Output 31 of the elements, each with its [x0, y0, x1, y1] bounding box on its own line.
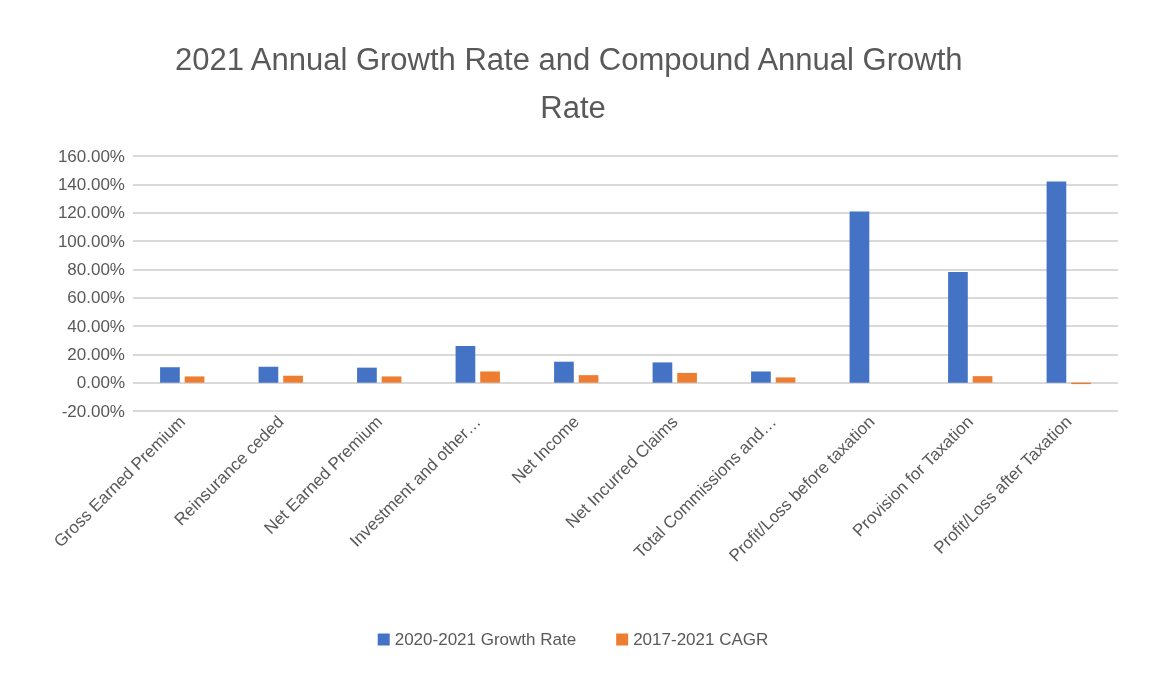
- legend-label: 2017-2021 CAGR: [633, 630, 769, 649]
- bar: [357, 367, 377, 383]
- y-tick-label: 40.00%: [67, 316, 125, 336]
- bar: [480, 371, 500, 383]
- bar: [849, 211, 870, 383]
- y-tick-label: 140.00%: [57, 174, 125, 194]
- bar: [972, 376, 993, 383]
- bar: [578, 375, 599, 383]
- y-tick-label: -20.00%: [61, 401, 125, 421]
- bar: [652, 362, 673, 383]
- bar: [751, 371, 771, 383]
- bar: [283, 375, 303, 383]
- y-tick-label: 20.00%: [67, 344, 125, 364]
- bar: [184, 376, 205, 383]
- legend-label: 2020-2021 Growth Rate: [394, 630, 577, 649]
- bar: [381, 376, 402, 383]
- bar: [677, 372, 697, 383]
- bar: [775, 377, 796, 383]
- y-tick-label: 0.00%: [76, 373, 125, 393]
- bar: [455, 345, 476, 383]
- bar: [948, 271, 968, 383]
- y-tick-label: 120.00%: [57, 203, 125, 223]
- bar: [258, 366, 279, 383]
- y-tick-label: 160.00%: [57, 146, 125, 166]
- y-tick-label: 80.00%: [67, 259, 125, 279]
- bar: [554, 361, 574, 383]
- bar: [1046, 181, 1067, 383]
- y-tick-label: 60.00%: [67, 288, 125, 308]
- y-tick-label: 100.00%: [57, 231, 125, 251]
- bar: [160, 367, 180, 383]
- chart-title: 2021 Annual Growth Rate and Compound Annual Growth Rate: [174, 41, 972, 125]
